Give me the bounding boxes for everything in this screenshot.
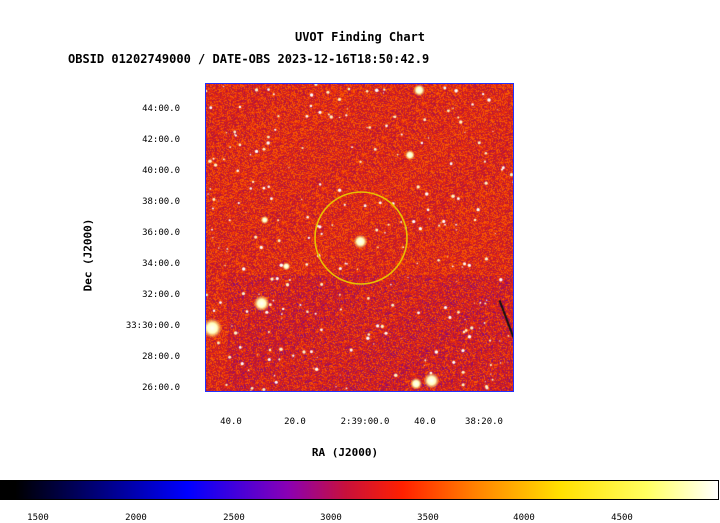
ra-tick-label: 2:39:00.0 [340, 417, 390, 427]
colorbar-tick-label: 3500 [417, 513, 439, 523]
dec-tick-label: 36:00.0 [142, 228, 180, 238]
chart-subtitle: OBSID 01202749000 / DATE-OBS 2023-12-16T… [68, 52, 430, 66]
ra-tick-label: 38:20.0 [465, 417, 503, 427]
target-overlay [314, 191, 408, 285]
colorbar-tick-label: 1500 [27, 513, 49, 523]
dec-tick-label: 32:00.0 [142, 290, 180, 300]
dec-tick-label: 34:00.0 [142, 259, 180, 269]
sky-image [205, 83, 514, 392]
sky-image-pixels [206, 84, 513, 391]
colorbar-tick-label: 4500 [611, 513, 633, 523]
dec-tick-label: 38:00.0 [142, 197, 180, 207]
chart-title: UVOT Finding Chart [294, 30, 426, 44]
dec-tick-label: 33:30:00.0 [125, 321, 180, 331]
colorbar-tick-label: 4000 [513, 513, 535, 523]
colorbar-tick-label: 2000 [125, 513, 147, 523]
dec-tick-label: 26:00.0 [142, 383, 180, 393]
dec-tick-label: 40:00.0 [142, 166, 180, 176]
y-axis-label: Dec (J2000) [81, 218, 95, 292]
ra-tick-label: 40.0 [220, 417, 242, 427]
dec-tick-label: 28:00.0 [142, 352, 180, 362]
ra-tick-label: 20.0 [284, 417, 306, 427]
ra-tick-label: 40.0 [414, 417, 436, 427]
colorbar-tick-label: 2500 [223, 513, 245, 523]
target-circle [314, 191, 408, 285]
colorbar [0, 480, 719, 500]
dec-tick-label: 44:00.0 [142, 104, 180, 114]
colorbar-tick-label: 3000 [320, 513, 342, 523]
dec-tick-label: 42:00.0 [142, 135, 180, 145]
x-axis-label: RA (J2000) [311, 446, 379, 459]
